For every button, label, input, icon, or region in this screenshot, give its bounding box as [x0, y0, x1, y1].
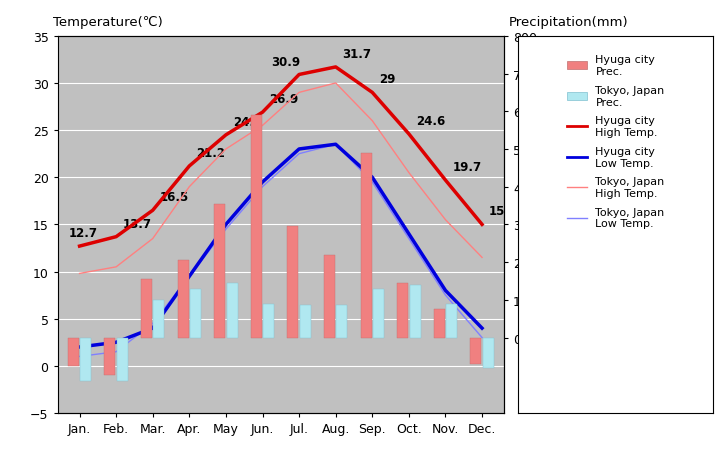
Bar — [470, 338, 481, 364]
Bar — [153, 300, 164, 338]
Bar — [336, 306, 347, 338]
Text: 15: 15 — [489, 205, 505, 218]
Bar — [68, 338, 78, 366]
Bar — [190, 289, 201, 338]
Bar — [287, 227, 298, 338]
Text: 21.2: 21.2 — [197, 147, 225, 160]
Bar — [104, 338, 115, 375]
Text: 30.9: 30.9 — [271, 56, 300, 68]
Text: Precipitation(mm): Precipitation(mm) — [508, 16, 628, 29]
Text: 16.5: 16.5 — [160, 191, 189, 204]
Bar — [361, 153, 372, 338]
Bar — [373, 289, 384, 338]
Legend: Hyuga city
Prec., Tokyo, Japan
Prec., Hyuga city
High Temp., Hyuga city
Low Temp: Hyuga city Prec., Tokyo, Japan Prec., Hy… — [561, 50, 670, 235]
Text: 29: 29 — [379, 73, 395, 86]
Text: 24.5: 24.5 — [233, 116, 262, 129]
Text: 19.7: 19.7 — [452, 161, 482, 174]
Bar — [410, 285, 420, 338]
Text: 26.9: 26.9 — [269, 93, 299, 106]
Bar — [227, 283, 238, 338]
Bar — [300, 306, 311, 338]
Bar — [251, 116, 262, 338]
Bar — [141, 280, 152, 338]
Text: 12.7: 12.7 — [68, 227, 97, 240]
Bar — [446, 304, 457, 338]
Bar — [81, 338, 91, 381]
Text: Temperature(℃): Temperature(℃) — [53, 16, 163, 29]
Bar — [397, 283, 408, 338]
Bar — [264, 304, 274, 338]
Text: 13.7: 13.7 — [123, 217, 152, 230]
Bar — [433, 309, 445, 338]
Bar — [215, 204, 225, 338]
Text: 24.6: 24.6 — [416, 115, 445, 128]
Text: 31.7: 31.7 — [343, 48, 372, 61]
Bar — [483, 338, 494, 368]
Bar — [117, 338, 128, 381]
Bar — [324, 255, 335, 338]
Bar — [178, 261, 189, 338]
